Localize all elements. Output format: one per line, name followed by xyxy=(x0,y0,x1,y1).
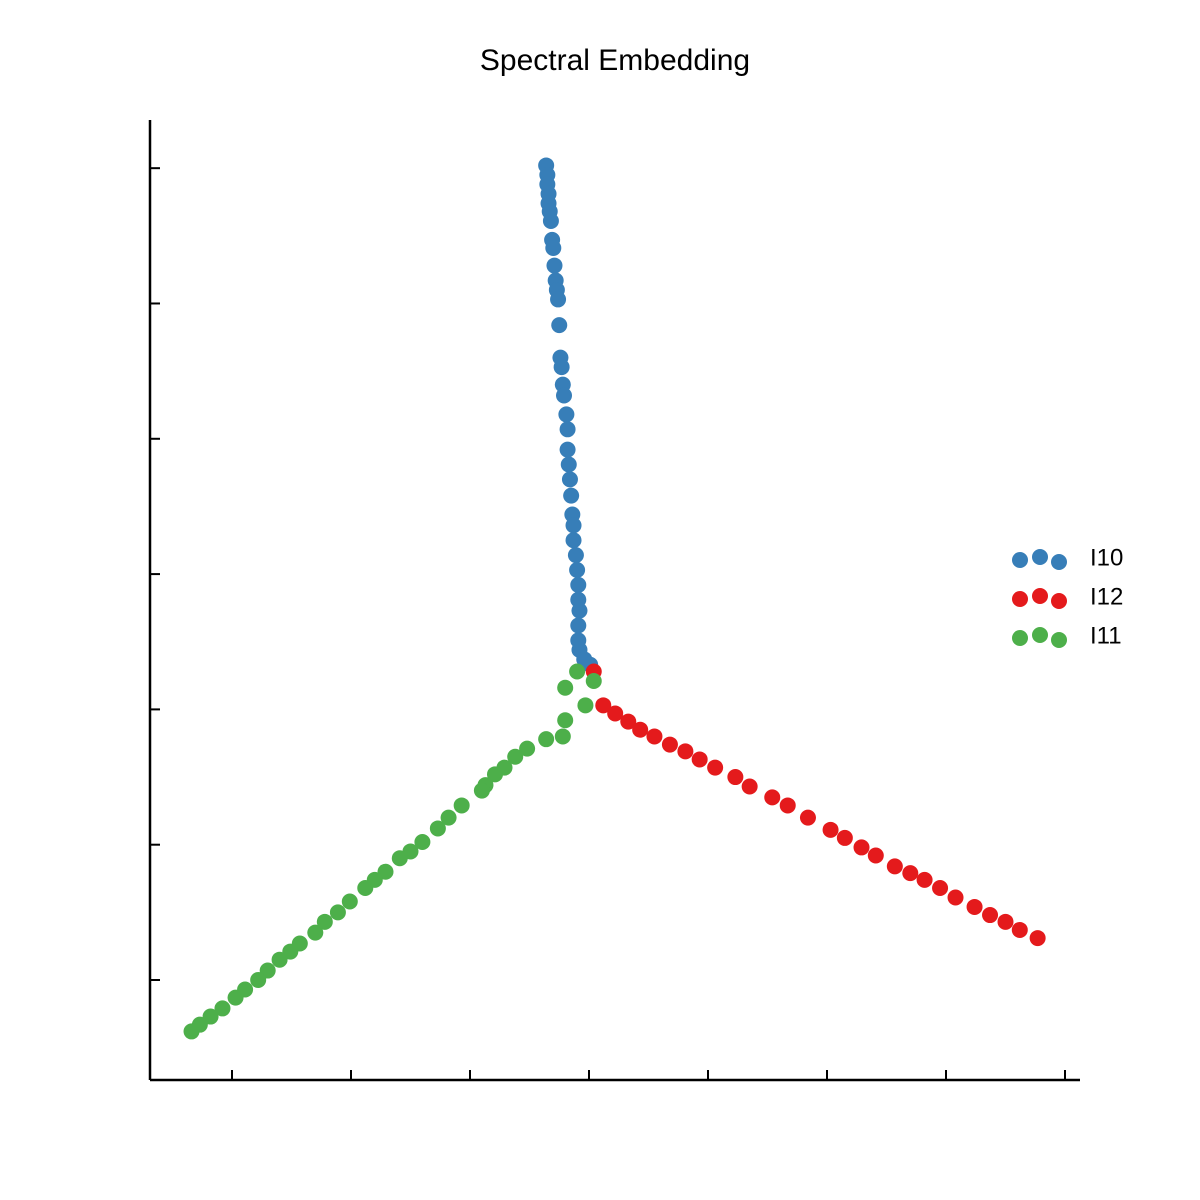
point xyxy=(307,924,324,941)
point xyxy=(329,904,346,921)
point xyxy=(595,697,612,714)
point xyxy=(486,766,503,783)
point xyxy=(414,833,431,850)
point xyxy=(982,907,999,924)
point xyxy=(741,778,758,795)
point xyxy=(227,989,244,1006)
point xyxy=(565,532,582,549)
point xyxy=(560,456,577,473)
point xyxy=(779,797,796,814)
point xyxy=(620,713,637,730)
legend-marker xyxy=(1051,554,1067,570)
point xyxy=(677,743,694,760)
point xyxy=(947,889,964,906)
point xyxy=(550,291,567,308)
point xyxy=(836,829,853,846)
point xyxy=(557,679,574,696)
legend-marker xyxy=(1012,552,1028,568)
legend-marker xyxy=(1032,588,1048,604)
point xyxy=(799,809,816,826)
point xyxy=(250,972,267,989)
point xyxy=(473,782,490,799)
point xyxy=(542,212,559,229)
legend-marker xyxy=(1051,632,1067,648)
legend-label: I12 xyxy=(1090,583,1123,610)
chart-title: Spectral Embedding xyxy=(480,44,750,77)
point xyxy=(453,797,470,814)
point xyxy=(507,748,524,765)
point xyxy=(867,847,884,864)
point xyxy=(440,809,457,826)
point xyxy=(391,850,408,867)
point xyxy=(519,740,536,757)
point xyxy=(559,421,576,438)
point xyxy=(565,517,582,534)
point xyxy=(661,736,678,753)
point xyxy=(707,759,724,776)
point xyxy=(691,751,708,768)
point xyxy=(822,821,839,838)
point xyxy=(567,547,584,564)
point xyxy=(429,820,446,837)
legend-marker xyxy=(1051,593,1067,609)
point xyxy=(764,789,781,806)
point xyxy=(577,697,594,714)
point xyxy=(646,728,663,745)
point xyxy=(932,880,949,896)
point xyxy=(214,1000,231,1017)
point xyxy=(271,951,288,968)
point xyxy=(546,257,563,274)
point xyxy=(607,705,624,722)
legend-marker xyxy=(1012,630,1028,646)
point xyxy=(853,839,870,856)
point xyxy=(902,865,919,882)
point xyxy=(916,871,933,888)
legend-marker xyxy=(1032,627,1048,643)
point xyxy=(538,731,555,748)
point xyxy=(1029,930,1046,947)
legend-marker xyxy=(1032,549,1048,565)
point xyxy=(569,663,586,680)
point xyxy=(570,576,587,593)
point xyxy=(563,487,580,504)
point xyxy=(561,471,578,488)
point xyxy=(341,893,358,910)
point xyxy=(585,672,602,689)
legend-label: I11 xyxy=(1090,622,1122,649)
point xyxy=(559,441,576,458)
point xyxy=(554,728,571,745)
point xyxy=(183,1023,200,1040)
point xyxy=(1011,921,1028,938)
point xyxy=(632,721,649,738)
point xyxy=(966,898,983,915)
point xyxy=(553,359,570,376)
point xyxy=(569,562,586,579)
point xyxy=(886,858,903,875)
point xyxy=(545,240,562,256)
point xyxy=(557,712,574,729)
point xyxy=(570,617,587,634)
legend-marker xyxy=(1012,591,1028,607)
point xyxy=(316,913,333,930)
point xyxy=(727,769,744,786)
point xyxy=(558,406,575,423)
legend-label: I10 xyxy=(1090,544,1123,571)
point xyxy=(551,317,568,334)
point xyxy=(571,602,588,619)
point xyxy=(556,387,573,404)
point xyxy=(997,913,1014,930)
point xyxy=(357,880,374,896)
